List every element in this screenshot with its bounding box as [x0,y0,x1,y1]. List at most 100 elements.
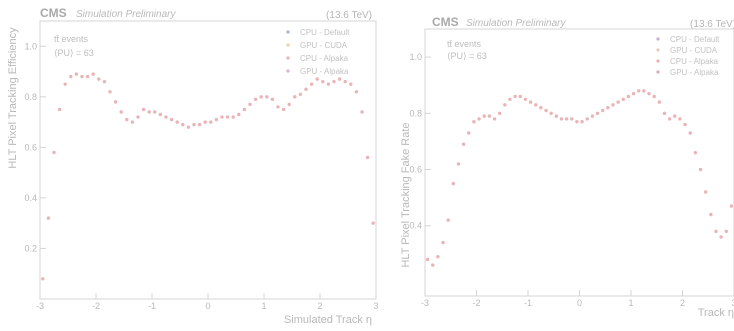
data-point [354,90,359,94]
data-point [544,108,548,113]
legend-marker [286,69,290,73]
data-point [186,125,191,129]
data-point [678,117,682,121]
data-point [97,77,101,81]
legend-marker [286,30,290,34]
legend-marker [656,70,660,74]
data-point [580,120,584,124]
legend-label: CPU - Default [670,35,720,44]
legend-label: GPU - Alpaka [300,67,349,76]
data-point [309,82,314,86]
x-axis-title: Track η [698,307,734,319]
data-point [371,221,375,225]
data-point [467,131,471,135]
energy-label: (13.6 TeV) [690,19,734,30]
x-tick-label: 2 [317,301,322,311]
y-tick-label: 0.8 [24,92,37,102]
data-point [606,105,610,110]
data-point [276,105,280,109]
data-point [477,117,481,121]
data-point [225,115,230,119]
data-point [570,117,574,121]
data-point [281,107,286,112]
data-point [69,74,73,79]
data-point [181,122,185,127]
data-point [242,107,247,112]
data-point [349,82,353,86]
data-point [451,181,456,186]
sample-label: tt̄ events [54,34,89,44]
legend-marker [656,48,660,52]
data-point [332,79,336,84]
legend-label: CPU - Default [300,28,350,37]
data-point [169,117,174,122]
data-point [709,212,713,217]
data-point [595,111,600,116]
data-point [253,97,258,102]
x-tick-label: -2 [472,298,480,308]
data-point [74,72,79,76]
data-point [667,117,672,121]
data-point [503,103,507,107]
x-axis-title: Simulated Track η [284,314,372,326]
data-point [600,108,605,113]
data-point [719,235,723,239]
data-point [585,117,589,121]
data-point [626,94,631,99]
data-point [259,95,263,99]
data-point [175,120,179,124]
data-point [365,155,370,160]
data-point [559,117,564,121]
data-point [724,229,728,234]
data-point [425,257,430,262]
data-point [326,82,331,86]
x-tick-label: -3 [421,298,429,308]
data-point [637,89,641,93]
efficiency-panel: CMS Simulation Preliminary (13.6 TeV) tt… [7,6,379,326]
x-tick-label: -1 [148,301,156,311]
legend-label: CPU - Alpaka [670,57,719,66]
y-axis-title: HLT Pixel Tracking Efficiency [7,27,19,169]
data-point [472,120,476,124]
data-point [52,150,56,155]
data-point [130,120,135,124]
data-point [119,110,123,114]
data-point [85,74,90,79]
y-axis-title: HLT Pixel Tracking Fake Rate [400,122,412,267]
data-point [360,110,364,114]
data-point [518,94,522,99]
data-point [729,204,734,208]
data-point [248,102,252,107]
data-point [662,111,667,116]
legend-label: CPU - Alpaka [300,54,349,63]
data-point [523,97,528,101]
y-tick-label: 1.0 [409,52,422,62]
data-point [693,150,698,155]
x-tick-label: 0 [577,298,582,308]
legend-marker [656,37,660,41]
x-tick-label: 0 [205,301,210,311]
data-point [431,263,435,267]
data-point [621,97,625,101]
data-point [337,77,342,81]
data-point [343,79,347,84]
data-point [590,114,595,118]
data-point [642,89,646,93]
data-point [304,87,308,91]
x-tick-label: 1 [261,301,266,311]
x-tick-label: -3 [36,301,44,311]
y-tick-label: 0.6 [24,142,37,152]
data-point [508,97,512,101]
data-point [534,103,538,107]
x-tick-label: -2 [92,301,100,311]
sample-label: tt̄ events [447,39,482,49]
x-tick-label: 1 [628,298,633,308]
data-point [698,167,703,172]
data-point [482,114,486,118]
data-point [611,103,615,107]
y-tick-label: 0.4 [409,221,422,231]
data-point [209,120,213,124]
data-point [298,92,303,96]
simulation-preliminary-label: Simulation Preliminary [76,9,176,20]
